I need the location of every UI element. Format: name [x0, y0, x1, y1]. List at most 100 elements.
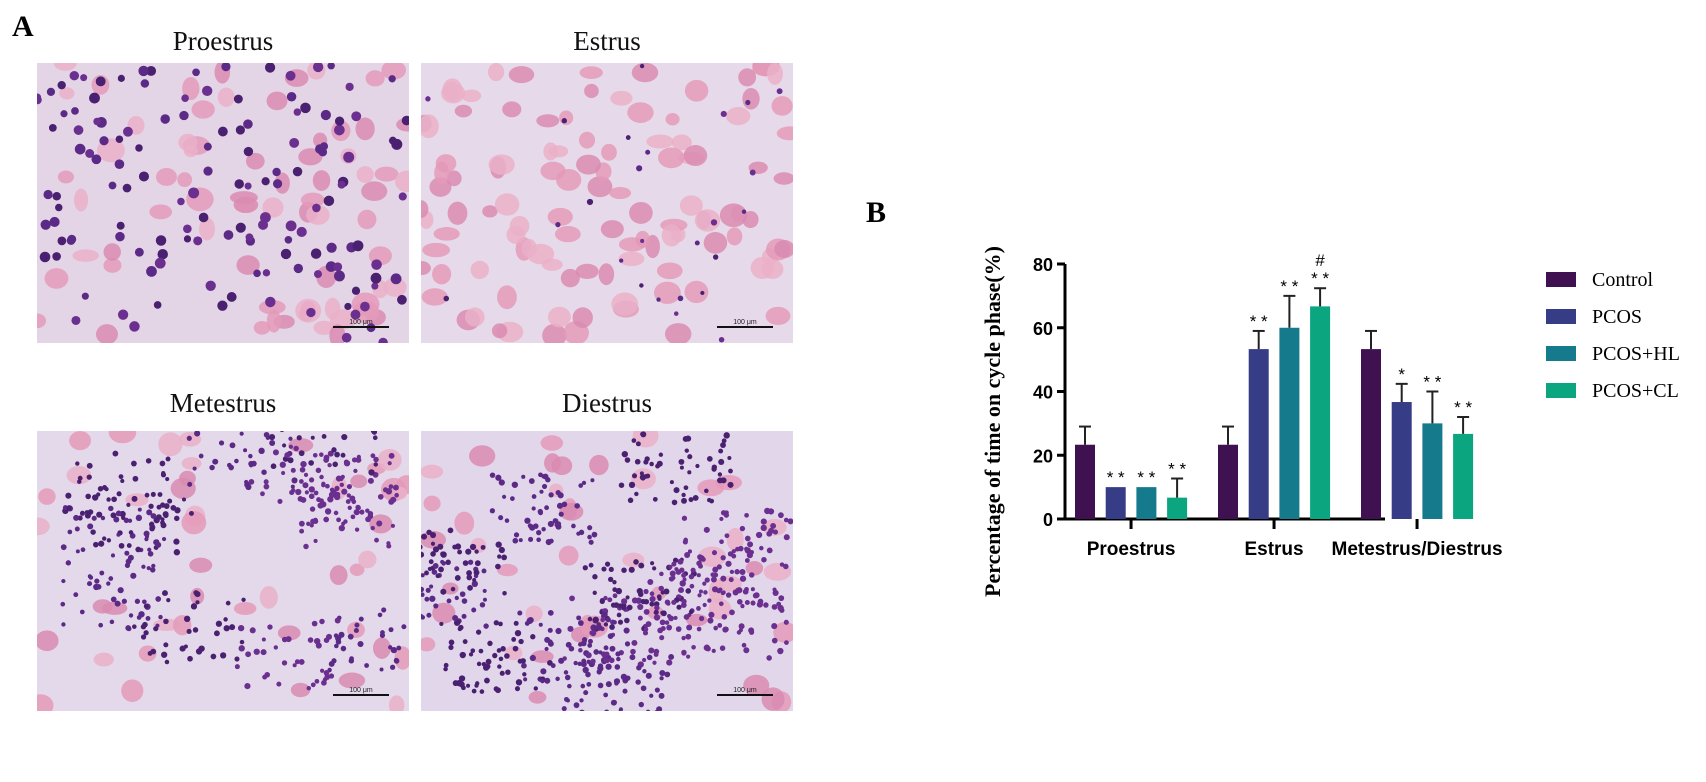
legend-swatch	[1546, 383, 1576, 398]
epithelial-cell	[189, 557, 213, 573]
nucleus	[683, 485, 689, 491]
nucleus	[571, 523, 576, 529]
nucleus	[132, 475, 139, 482]
nucleus	[504, 518, 510, 523]
epithelial-cell	[618, 251, 645, 267]
nucleus	[599, 598, 605, 604]
epithelial-cell	[37, 313, 47, 329]
epithelial-cell	[374, 166, 399, 182]
nucleus	[493, 620, 499, 626]
nucleus	[333, 510, 339, 516]
nucleus	[282, 443, 287, 448]
nucleus	[659, 676, 664, 681]
nucleus	[353, 627, 359, 634]
nucleus	[531, 506, 536, 511]
epithelial-cell	[726, 107, 751, 126]
nucleus	[177, 197, 185, 206]
nucleus	[690, 567, 696, 573]
nucleus	[735, 546, 740, 552]
nucleus	[394, 492, 399, 498]
nucleus	[131, 460, 137, 467]
epithelial-cell	[229, 191, 258, 205]
nucleus	[114, 159, 125, 169]
nucleus	[474, 560, 481, 567]
nucleus	[262, 269, 271, 277]
nucleus	[73, 592, 79, 598]
nucleus	[146, 566, 151, 571]
nucleus	[710, 219, 718, 226]
bar	[1310, 306, 1331, 519]
nucleus	[52, 192, 62, 201]
nucleus	[432, 562, 439, 569]
nucleus	[360, 301, 370, 312]
nucleus	[475, 681, 480, 686]
nucleus	[432, 546, 440, 553]
nucleus	[421, 586, 425, 593]
nucleus	[248, 453, 253, 459]
nucleus	[596, 622, 602, 627]
nucleus	[300, 460, 307, 468]
nucleus	[134, 247, 144, 257]
nucleus	[323, 457, 330, 463]
nucleus	[135, 144, 143, 152]
epithelial-cell	[277, 625, 301, 641]
nucleus	[492, 652, 498, 659]
nucleus	[608, 657, 615, 664]
nucleus	[279, 461, 286, 468]
epithelial-cell	[542, 323, 567, 343]
epithelial-cell	[447, 201, 468, 225]
nucleus	[512, 537, 519, 544]
nucleus	[325, 261, 337, 272]
nucleus	[466, 570, 473, 576]
nucleus	[263, 483, 270, 490]
nucleus	[687, 454, 693, 460]
nucleus	[387, 461, 392, 466]
nucleus	[521, 474, 526, 479]
nucleus	[668, 654, 675, 660]
nucleus	[298, 520, 305, 527]
nucleus	[567, 625, 574, 632]
nucleus	[217, 126, 228, 137]
nucleus	[150, 567, 156, 573]
nucleus	[220, 652, 227, 659]
nucleus	[388, 627, 394, 633]
nucleus	[205, 280, 216, 291]
legend-swatch	[1546, 346, 1576, 361]
nucleus	[605, 681, 612, 688]
nucleus	[782, 563, 789, 570]
nucleus	[60, 110, 68, 118]
nucleus	[459, 591, 466, 598]
nucleus	[681, 635, 686, 641]
scale-bar-label: 100 μm	[733, 687, 757, 694]
nucleus	[587, 534, 592, 540]
epithelial-cell	[543, 142, 558, 161]
nucleus	[588, 562, 594, 568]
epithelial-cell	[461, 89, 482, 103]
nucleus	[320, 668, 325, 673]
epithelial-cell	[773, 621, 793, 643]
nucleus	[616, 656, 621, 662]
nucleus	[583, 690, 589, 696]
nucleus	[331, 658, 337, 664]
nucleus	[365, 516, 371, 523]
nucleus	[734, 569, 740, 575]
nucleus	[81, 292, 89, 300]
nucleus	[381, 607, 387, 613]
x-tick-label: Estrus	[1244, 539, 1303, 560]
nucleus	[310, 435, 315, 440]
nucleus	[768, 527, 775, 534]
nucleus	[752, 592, 759, 599]
nucleus	[513, 620, 519, 626]
nucleus	[270, 463, 277, 470]
nucleus	[302, 482, 309, 489]
nucleus	[637, 615, 643, 621]
nucleus	[688, 497, 694, 503]
nucleus	[457, 549, 463, 555]
nucleus	[702, 602, 707, 608]
epithelial-cell	[743, 674, 770, 696]
nucleus	[163, 618, 169, 625]
nucleus	[647, 578, 654, 585]
nucleus	[766, 547, 773, 554]
nucleus	[567, 683, 572, 689]
nucleus	[145, 615, 151, 621]
